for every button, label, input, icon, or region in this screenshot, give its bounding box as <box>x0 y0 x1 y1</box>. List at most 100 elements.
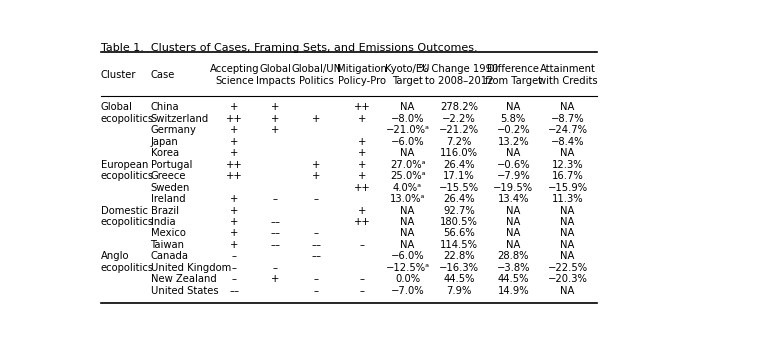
Text: –: – <box>314 274 319 285</box>
Text: NA: NA <box>400 102 415 112</box>
Text: +: + <box>358 148 366 158</box>
Text: Korea: Korea <box>151 148 179 158</box>
Text: +: + <box>312 160 321 170</box>
Text: 116.0%: 116.0% <box>440 148 478 158</box>
Text: –: – <box>232 252 236 261</box>
Text: 11.3%: 11.3% <box>552 194 584 204</box>
Text: +: + <box>271 102 280 112</box>
Text: Greece: Greece <box>151 171 186 181</box>
Text: 13.4%: 13.4% <box>497 194 529 204</box>
Text: ––: –– <box>312 252 321 261</box>
Text: +: + <box>271 113 280 124</box>
Text: −0.2%: −0.2% <box>496 125 530 135</box>
Text: 278.2%: 278.2% <box>440 102 478 112</box>
Text: Attainment
with Credits: Attainment with Credits <box>538 64 597 86</box>
Text: 114.5%: 114.5% <box>440 240 478 250</box>
Text: New Zealand: New Zealand <box>151 274 216 285</box>
Text: Table 1.  Clusters of Cases, Framing Sets, and Emissions Outcomes.: Table 1. Clusters of Cases, Framing Sets… <box>101 43 478 53</box>
Text: 14.9%: 14.9% <box>497 286 529 296</box>
Text: −21.2%: −21.2% <box>439 125 479 135</box>
Text: +: + <box>230 228 239 238</box>
Text: Accepting
Science: Accepting Science <box>209 64 259 86</box>
Text: −6.0%: −6.0% <box>391 137 424 146</box>
Text: European: European <box>101 160 148 170</box>
Text: Ireland: Ireland <box>151 194 185 204</box>
Text: Mitigation
Policy-Pro: Mitigation Policy-Pro <box>337 64 387 86</box>
Text: Japan: Japan <box>151 137 178 146</box>
Text: NA: NA <box>560 148 575 158</box>
Text: ++: ++ <box>354 183 371 193</box>
Text: ++: ++ <box>226 171 243 181</box>
Text: ++: ++ <box>354 102 371 112</box>
Text: 13.0%ᵃ: 13.0%ᵃ <box>390 194 425 204</box>
Text: NA: NA <box>400 228 415 238</box>
Text: –: – <box>314 286 319 296</box>
Text: Case: Case <box>151 70 175 80</box>
Text: −16.3%: −16.3% <box>439 263 479 273</box>
Text: +: + <box>271 274 280 285</box>
Text: NA: NA <box>560 102 575 112</box>
Text: Germany: Germany <box>151 125 196 135</box>
Text: 26.4%: 26.4% <box>443 194 475 204</box>
Text: −15.9%: −15.9% <box>547 183 587 193</box>
Text: 25.0%ᵃ: 25.0%ᵃ <box>390 171 425 181</box>
Text: –: – <box>359 274 365 285</box>
Text: NA: NA <box>400 205 415 215</box>
Text: NA: NA <box>560 205 575 215</box>
Text: −20.3%: −20.3% <box>548 274 587 285</box>
Text: 4.0%ᵃ: 4.0%ᵃ <box>393 183 422 193</box>
Text: +: + <box>230 102 239 112</box>
Text: ––: –– <box>271 240 280 250</box>
Text: +: + <box>230 148 239 158</box>
Text: Domestic: Domestic <box>101 205 148 215</box>
Text: +: + <box>230 137 239 146</box>
Text: 92.7%: 92.7% <box>443 205 475 215</box>
Text: 180.5%: 180.5% <box>440 217 478 227</box>
Text: United States: United States <box>151 286 218 296</box>
Text: NA: NA <box>560 217 575 227</box>
Text: −2.2%: −2.2% <box>442 113 476 124</box>
Text: ++: ++ <box>226 160 243 170</box>
Text: Mexico: Mexico <box>151 228 186 238</box>
Text: Canada: Canada <box>151 252 189 261</box>
Text: –: – <box>314 228 319 238</box>
Text: +: + <box>312 171 321 181</box>
Text: +: + <box>230 125 239 135</box>
Text: −7.9%: −7.9% <box>496 171 530 181</box>
Text: Portugal: Portugal <box>151 160 192 170</box>
Text: −21.0%ᵃ: −21.0%ᵃ <box>386 125 430 135</box>
Text: +: + <box>271 125 280 135</box>
Text: Anglo: Anglo <box>101 252 129 261</box>
Text: −15.5%: −15.5% <box>439 183 479 193</box>
Text: −19.5%: −19.5% <box>493 183 534 193</box>
Text: NA: NA <box>506 102 521 112</box>
Text: −0.6%: −0.6% <box>496 160 530 170</box>
Text: –: – <box>359 240 365 250</box>
Text: +: + <box>230 194 239 204</box>
Text: Cluster: Cluster <box>101 70 136 80</box>
Text: India: India <box>151 217 175 227</box>
Text: −24.7%: −24.7% <box>547 125 587 135</box>
Text: Global/UN
Politics: Global/UN Politics <box>291 64 342 86</box>
Text: NA: NA <box>506 205 521 215</box>
Text: +: + <box>358 205 366 215</box>
Text: Global
Impacts: Global Impacts <box>255 64 295 86</box>
Text: 7.9%: 7.9% <box>446 286 471 296</box>
Text: +: + <box>358 171 366 181</box>
Text: –: – <box>273 194 278 204</box>
Text: Kyoto/EU
Target: Kyoto/EU Target <box>385 64 430 86</box>
Text: −8.4%: −8.4% <box>551 137 584 146</box>
Text: –: – <box>232 263 236 273</box>
Text: NA: NA <box>400 240 415 250</box>
Text: −6.0%: −6.0% <box>391 252 424 261</box>
Text: Taiwan: Taiwan <box>151 240 184 250</box>
Text: 44.5%: 44.5% <box>497 274 529 285</box>
Text: −8.0%: −8.0% <box>391 113 424 124</box>
Text: NA: NA <box>506 228 521 238</box>
Text: 0.0%: 0.0% <box>395 274 420 285</box>
Text: NA: NA <box>560 286 575 296</box>
Text: 22.8%: 22.8% <box>443 252 475 261</box>
Text: +: + <box>358 113 366 124</box>
Text: 17.1%: 17.1% <box>443 171 475 181</box>
Text: NA: NA <box>506 217 521 227</box>
